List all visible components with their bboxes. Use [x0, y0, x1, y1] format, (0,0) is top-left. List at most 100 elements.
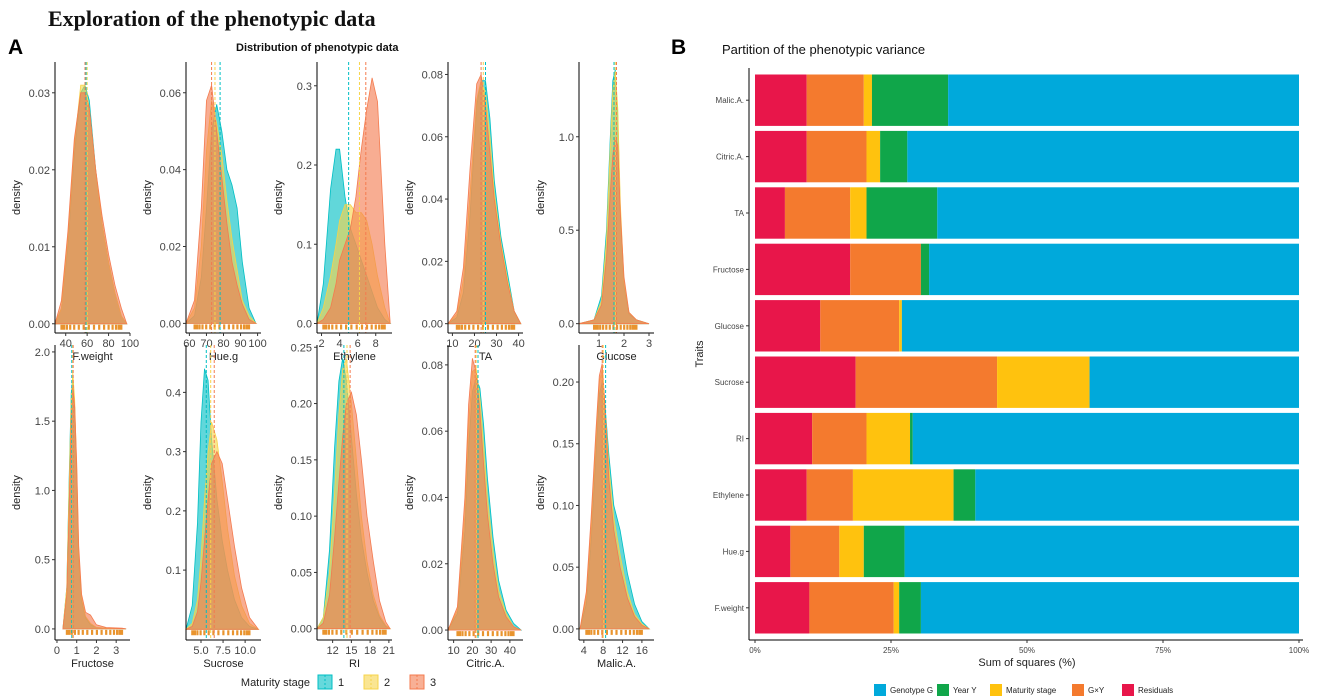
sum-tick-label-4: 100% [1289, 646, 1309, 655]
x-tick-label-ta-1: 20 [468, 338, 480, 350]
x-axis-label-f-weight: F.weight [72, 351, 112, 363]
bar-hue-g-g-y [790, 525, 840, 578]
bar-sucrose-maturity-stage [997, 356, 1090, 408]
y-tick-label-ethylene-0: 0.0 [297, 318, 312, 330]
bar-ethylene-genotype-g [975, 469, 1299, 521]
x-tick-label-f-weight-1: 60 [81, 338, 93, 350]
y-tick-label-fructose-2: 1.0 [35, 485, 50, 497]
x-tick-label-ta-0: 10 [446, 338, 458, 350]
x-tick-label-ri-0: 12 [327, 645, 339, 657]
bar-fructose-g-y [850, 243, 921, 296]
density-f-weight-stage-3 [54, 92, 128, 325]
density-glucose-stage-3 [578, 136, 650, 325]
y-tick-label-malic-a-4: 0.20 [553, 377, 574, 389]
bar-malic-a-year-y [871, 74, 949, 126]
bar-glucose-g-y [820, 300, 900, 352]
x-tick-label-hue-g-4: 100 [248, 338, 266, 350]
x-axis-label-ri: RI [349, 658, 360, 670]
y-tick-label-hue-g-0: 0.00 [160, 318, 181, 330]
bar-malic-a-maturity-stage [863, 74, 872, 126]
legend-swatch-stage-2 [363, 674, 379, 690]
density-citric-a-stage-3 [447, 358, 522, 631]
bar-ethylene-year-y [953, 469, 976, 521]
bar-ri-year-y [910, 412, 913, 465]
x-tick-label-ri-3: 21 [383, 645, 395, 657]
y-tick-label-citric-a-4: 0.08 [422, 360, 443, 372]
y-axis-label-ta: density [404, 180, 416, 215]
rug-ticks-ta [455, 324, 516, 330]
bar-ta-year-y [866, 187, 938, 239]
bar-f-weight-maturity-stage [893, 582, 900, 634]
variance-legend-label-year-y: Year Y [953, 686, 977, 695]
x-tick-label-sucrose-2: 10.0 [234, 645, 255, 657]
y-tick-label-malic-a-1: 0.05 [553, 562, 574, 574]
x-tick-label-malic-a-0: 4 [581, 645, 587, 657]
variance-legend-swatch-year-y [937, 684, 949, 696]
x-tick-label-f-weight-2: 80 [102, 338, 114, 350]
x-axis-label-sucrose: Sucrose [203, 658, 243, 670]
bar-f-weight-genotype-g [920, 582, 1299, 634]
sum-of-squares-axis-label: Sum of squares (%) [978, 657, 1075, 669]
rug-ticks-glucose [593, 324, 638, 330]
y-tick-label-ta-2: 0.04 [422, 194, 443, 206]
y-tick-label-f-weight-1: 0.01 [29, 242, 50, 254]
trait-label-sucrose: Sucrose [715, 378, 745, 387]
x-tick-label-hue-g-1: 70 [200, 338, 212, 350]
panel-b-label: B [671, 36, 687, 59]
traits-axis-label: Traits [694, 340, 706, 368]
x-tick-label-ethylene-0: 2 [318, 338, 324, 350]
x-axis-label-hue-g: Hue.g [209, 351, 238, 363]
variance-legend-label-genotype-g: Genotype G [890, 686, 933, 695]
y-tick-label-citric-a-2: 0.04 [422, 492, 443, 504]
trait-label-f-weight: F.weight [715, 604, 745, 613]
y-tick-label-sucrose-3: 0.4 [166, 387, 181, 399]
y-tick-label-glucose-1: 0.5 [559, 225, 574, 237]
trait-label-ta: TA [734, 209, 744, 218]
y-tick-label-ta-3: 0.06 [422, 132, 443, 144]
sum-tick-label-3: 75% [1155, 646, 1171, 655]
density-malic-a-stage-3 [579, 363, 650, 630]
bar-ta-g-y [784, 187, 851, 239]
y-tick-label-f-weight-2: 0.02 [29, 165, 50, 177]
rug-ticks-hue-g [193, 324, 251, 330]
y-axis-label-glucose: density [535, 180, 547, 215]
rug-ticks-sucrose [191, 630, 251, 636]
y-tick-label-malic-a-3: 0.15 [553, 439, 574, 451]
x-tick-label-hue-g-3: 90 [234, 338, 246, 350]
variance-chart-title: Partition of the phenotypic variance [722, 42, 926, 57]
variance-legend-label-g-y: G×Y [1088, 686, 1105, 695]
y-tick-label-ethylene-2: 0.2 [297, 160, 312, 172]
trait-label-hue-g: Hue.g [723, 547, 744, 556]
sum-tick-label-1: 25% [883, 646, 899, 655]
rug-ticks-malic-a [585, 629, 643, 635]
maturity-stage-legend-title: Maturity stage [241, 677, 310, 689]
bar-hue-g-genotype-g [904, 525, 1299, 578]
y-tick-label-hue-g-2: 0.04 [160, 165, 181, 177]
y-tick-label-ri-3: 0.15 [291, 455, 312, 467]
legend-swatch-stage-3 [409, 674, 425, 690]
y-axis-label-ethylene: density [273, 180, 285, 215]
bar-f-weight-g-y [809, 582, 894, 634]
y-tick-label-citric-a-3: 0.06 [422, 426, 443, 438]
y-tick-label-ta-4: 0.08 [422, 69, 443, 81]
x-tick-label-fructose-2: 2 [93, 645, 99, 657]
x-axis-label-malic-a: Malic.A. [597, 658, 636, 670]
y-tick-label-f-weight-3: 0.03 [29, 88, 50, 100]
x-tick-label-fructose-3: 3 [113, 645, 119, 657]
rug-ticks-fructose [65, 629, 124, 635]
bar-citric-a-genotype-g [907, 130, 1299, 183]
x-tick-label-glucose-2: 3 [646, 338, 652, 350]
variance-legend-swatch-g-y [1072, 684, 1084, 696]
y-axis-label-f-weight: density [11, 180, 23, 215]
y-tick-label-hue-g-1: 0.02 [160, 242, 181, 254]
y-tick-label-malic-a-0: 0.00 [553, 624, 574, 636]
x-tick-label-glucose-0: 1 [596, 338, 602, 350]
x-tick-label-hue-g-2: 80 [217, 338, 229, 350]
distribution-chart-title: Distribution of phenotypic data [236, 42, 399, 54]
bar-ta-maturity-stage [850, 187, 867, 239]
y-tick-label-fructose-4: 2.0 [35, 347, 50, 359]
bar-hue-g-maturity-stage [839, 525, 864, 578]
density-hue-g-stage-3 [185, 84, 258, 324]
x-tick-label-ethylene-1: 4 [337, 338, 343, 350]
